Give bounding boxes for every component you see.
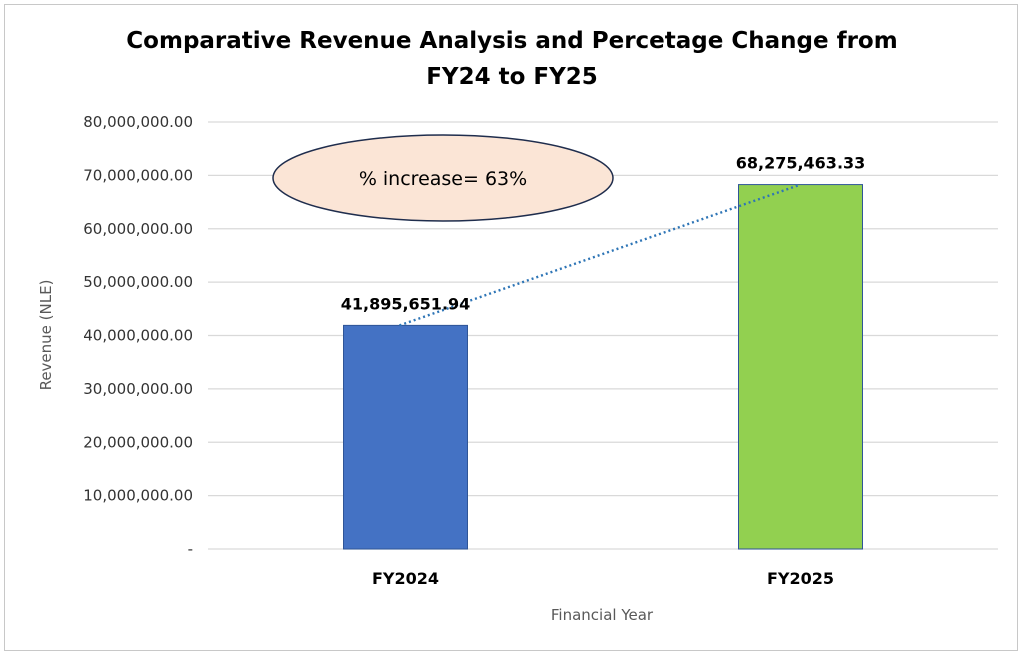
y-tick-label: 80,000,000.00	[83, 113, 193, 131]
y-tick-label: 40,000,000.00	[83, 327, 193, 345]
x-axis-categories: FY2024 FY2025	[372, 569, 834, 588]
percent-increase-callout: % increase= 63%	[272, 134, 614, 222]
x-category-label: FY2025	[767, 569, 834, 588]
trendline-group	[399, 183, 801, 327]
gridlines	[208, 121, 998, 550]
y-tick-label: 10,000,000.00	[83, 487, 193, 505]
chart-title-line-1: Comparative Revenue Analysis and Perceta…	[126, 28, 897, 54]
y-tick-label: 20,000,000.00	[83, 433, 193, 451]
data-labels: 41,895,651.94 68,275,463.33	[341, 154, 866, 314]
y-axis-title: Revenue (NLE)	[37, 280, 55, 391]
y-tick-label: 50,000,000.00	[83, 273, 193, 291]
trendline	[399, 183, 801, 327]
y-tick-label: -	[188, 540, 193, 558]
callout-ellipse	[272, 134, 614, 222]
y-tick-label: 30,000,000.00	[83, 380, 193, 398]
x-category-label: FY2024	[372, 569, 439, 588]
data-label: 41,895,651.94	[341, 294, 471, 313]
x-axis-title: Financial Year	[551, 606, 654, 624]
bar	[343, 324, 468, 550]
bars	[343, 184, 863, 550]
data-label: 68,275,463.33	[736, 154, 866, 173]
y-tick-label: 70,000,000.00	[83, 166, 193, 184]
y-axis-ticks: - 10,000,000.00 20,000,000.00 30,000,000.00…	[83, 113, 193, 558]
y-tick-label: 60,000,000.00	[83, 220, 193, 238]
chart-title-line-2: FY24 to FY25	[426, 64, 598, 90]
bar	[738, 184, 863, 550]
callout-text: % increase= 63%	[359, 168, 527, 190]
